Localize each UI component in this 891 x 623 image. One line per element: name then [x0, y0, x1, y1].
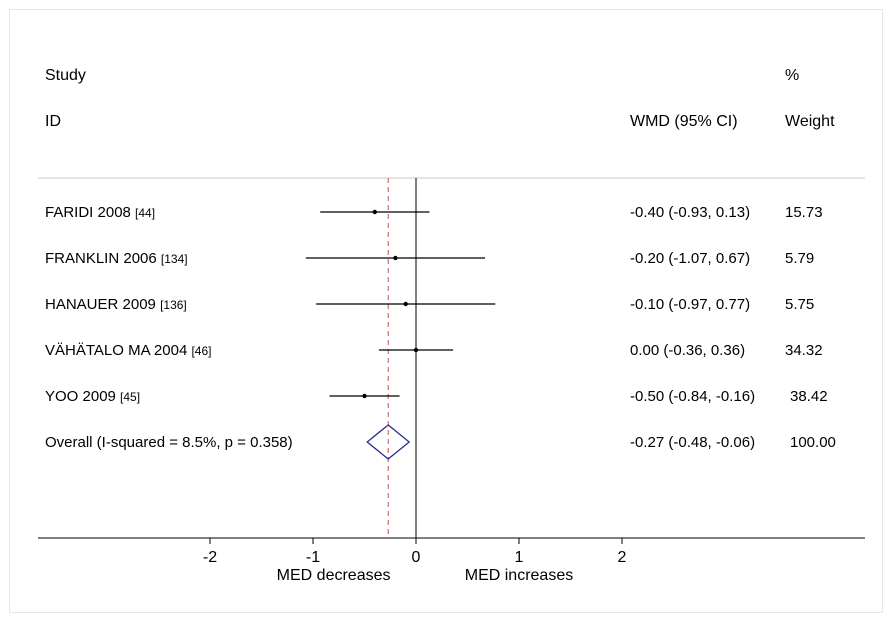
study-label: VÄHÄTALO MA 2004 [46] — [45, 342, 211, 359]
header-effect: WMD (95% CI) — [630, 113, 738, 130]
weight-text: 15.73 — [785, 204, 823, 221]
header-weight: Weight — [785, 113, 835, 130]
weight-text: 38.42 — [790, 388, 828, 405]
point-estimate — [372, 209, 377, 215]
x-axis: -2 -1 0 1 2 MED decreases MED increases — [38, 537, 865, 584]
ci-text: -0.50 (-0.84, -0.16) — [630, 388, 755, 405]
weight-text: 5.75 — [785, 296, 814, 313]
weight-text: 34.32 — [785, 342, 823, 359]
point-estimate — [413, 347, 419, 353]
x-label-increases: MED increases — [465, 567, 573, 584]
header-group: Study ID WMD (95% CI) % Weight — [45, 67, 835, 130]
study-reference: [46] — [191, 344, 211, 358]
x-tick-label: -2 — [203, 549, 217, 566]
study-label: HANAUER 2009 [136] — [45, 296, 187, 313]
ci-text: -0.20 (-1.07, 0.67) — [630, 250, 750, 267]
header-study: Study — [45, 67, 86, 84]
header-id: ID — [45, 113, 61, 130]
ci-text: -0.10 (-0.97, 0.77) — [630, 296, 750, 313]
x-label-decreases: MED decreases — [277, 567, 391, 584]
figure-frame — [9, 9, 883, 613]
overall-weight-text: 100.00 — [790, 434, 836, 451]
x-tick-label: 1 — [515, 549, 524, 566]
study-label: YOO 2009 [45] — [45, 388, 140, 405]
study-reference: [136] — [160, 298, 187, 312]
weight-text: 5.79 — [785, 250, 814, 267]
study-label: FARIDI 2008 [44] — [45, 204, 155, 221]
study-rows: FARIDI 2008 [44] -0.40 (-0.93, 0.13) 15.73… — [45, 178, 836, 538]
header-percent: % — [785, 67, 799, 84]
ci-text: 0.00 (-0.36, 0.36) — [630, 342, 745, 359]
x-tick-label: -1 — [306, 549, 320, 566]
study-reference: [134] — [161, 252, 188, 266]
study-reference: [44] — [135, 206, 155, 220]
point-estimate — [403, 301, 408, 307]
point-estimate — [362, 393, 367, 399]
overall-label: Overall (I-squared = 8.5%, p = 0.358) — [45, 434, 293, 451]
x-tick-label: 2 — [618, 549, 627, 566]
study-reference: [45] — [120, 390, 140, 404]
overall-ci-text: -0.27 (-0.48, -0.06) — [630, 434, 755, 451]
x-tick-label: 0 — [412, 549, 421, 566]
overall-diamond — [366, 424, 411, 460]
ci-text: -0.40 (-0.93, 0.13) — [630, 204, 750, 221]
point-estimate — [393, 255, 398, 261]
study-label: FRANKLIN 2006 [134] — [45, 250, 188, 267]
